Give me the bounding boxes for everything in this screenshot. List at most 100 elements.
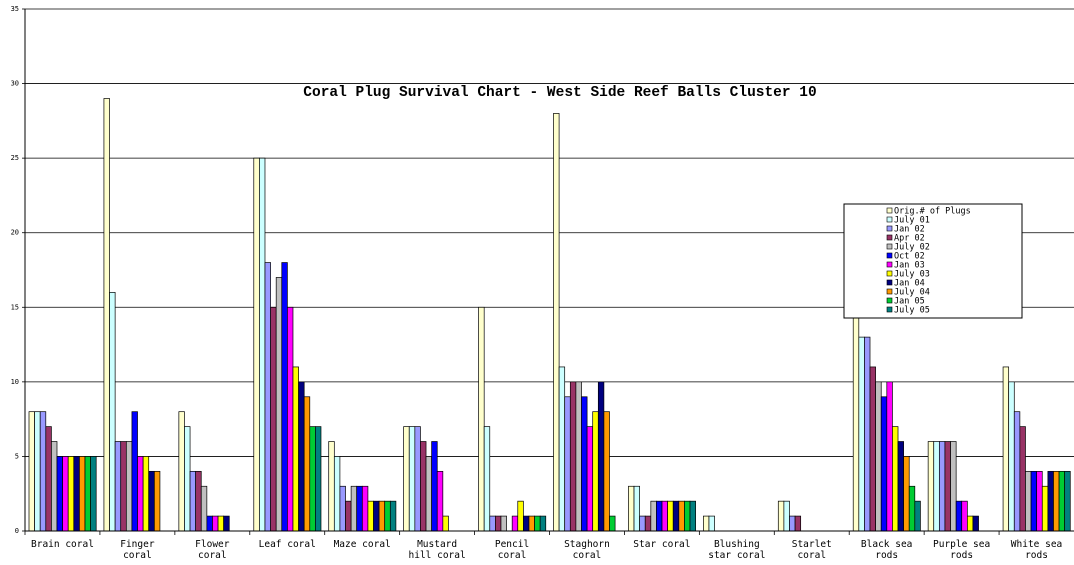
bar	[1014, 412, 1020, 531]
bar	[565, 397, 571, 531]
bar	[437, 471, 443, 531]
bar	[346, 501, 352, 531]
bar	[265, 263, 271, 531]
bar	[79, 456, 85, 531]
bar	[1003, 367, 1009, 531]
bar	[1037, 471, 1043, 531]
bar	[684, 501, 690, 531]
x-tick-label-line: Mustard	[417, 539, 457, 550]
bar	[254, 158, 260, 531]
bar	[604, 412, 610, 531]
legend-entry: July 05	[894, 306, 930, 316]
bar	[673, 501, 679, 531]
bar	[287, 307, 293, 531]
x-tick-label: Mustard hill coral	[409, 539, 466, 561]
bar	[74, 456, 80, 531]
bar	[1042, 486, 1048, 531]
bar	[63, 456, 69, 531]
bar	[651, 501, 657, 531]
bar	[484, 427, 490, 531]
bar	[184, 427, 190, 531]
bar	[610, 516, 616, 531]
bar	[490, 516, 496, 531]
bar	[374, 501, 380, 531]
bar	[784, 501, 790, 531]
bar	[668, 501, 674, 531]
bar	[887, 382, 893, 531]
bar	[967, 516, 973, 531]
bar	[859, 337, 865, 531]
bar	[310, 427, 316, 531]
bar	[690, 501, 696, 531]
bar	[179, 412, 185, 531]
y-tick-label: 15	[11, 303, 19, 311]
bar	[593, 412, 599, 531]
x-tick-label: Star coral	[633, 539, 690, 550]
x-tick-label-line: rods	[950, 550, 973, 561]
bar	[535, 516, 541, 531]
bar	[132, 412, 138, 531]
bar	[1048, 471, 1054, 531]
bar	[121, 442, 127, 531]
bar	[57, 456, 63, 531]
x-tick-label: Leaf coral	[259, 539, 316, 550]
bar	[587, 427, 593, 531]
bar	[709, 516, 715, 531]
bar	[656, 501, 662, 531]
y-tick-label: 0	[15, 527, 19, 535]
bar	[351, 486, 357, 531]
bar	[518, 501, 524, 531]
bar	[628, 486, 634, 531]
bar	[304, 397, 310, 531]
y-tick-label: 35	[11, 5, 19, 13]
bar	[224, 516, 230, 531]
bar	[876, 382, 882, 531]
x-tick-label-line: coral	[498, 550, 527, 561]
bar	[315, 427, 321, 531]
bar	[951, 442, 957, 531]
bar	[443, 516, 449, 531]
x-tick-label: Finger coral	[120, 539, 155, 561]
bar	[218, 516, 224, 531]
x-tick-label: Black sea rods	[861, 539, 912, 561]
bar	[634, 486, 640, 531]
bar	[1053, 471, 1059, 531]
bar	[329, 442, 335, 531]
bar	[934, 442, 940, 531]
legend-box	[844, 204, 1022, 318]
bar	[864, 337, 870, 531]
y-tick-label: 10	[11, 378, 19, 386]
bar	[559, 367, 565, 531]
bar	[115, 442, 121, 531]
legend-swatch	[887, 307, 892, 312]
legend-swatch	[887, 235, 892, 240]
bar	[51, 442, 57, 531]
bar	[662, 501, 668, 531]
bar	[143, 456, 149, 531]
x-tick-label-line: coral	[198, 550, 227, 561]
x-tick-label-line: Finger	[120, 539, 155, 550]
bar	[870, 367, 876, 531]
bar	[582, 397, 588, 531]
bar	[1059, 471, 1065, 531]
bar	[85, 456, 91, 531]
bar	[554, 113, 560, 531]
x-tick-label-line: Black sea	[861, 539, 912, 550]
bar	[68, 456, 74, 531]
bar	[853, 307, 859, 531]
bar	[362, 486, 368, 531]
x-tick-label: White sea rods	[1011, 539, 1062, 561]
bar	[529, 516, 535, 531]
x-tick-label-line: rods	[1025, 550, 1048, 561]
x-tick-label-line: Starlet	[792, 539, 832, 550]
bar	[426, 456, 432, 531]
x-tick-label-line: Brain coral	[31, 539, 94, 550]
x-tick-label-line: coral	[123, 550, 152, 561]
x-tick-label-line: Blushing	[714, 539, 760, 550]
bar	[196, 471, 202, 531]
bar	[909, 486, 915, 531]
bar	[149, 471, 155, 531]
legend-swatch	[887, 298, 892, 303]
x-tick-label: Starlet coral	[792, 539, 832, 561]
bar	[334, 456, 340, 531]
